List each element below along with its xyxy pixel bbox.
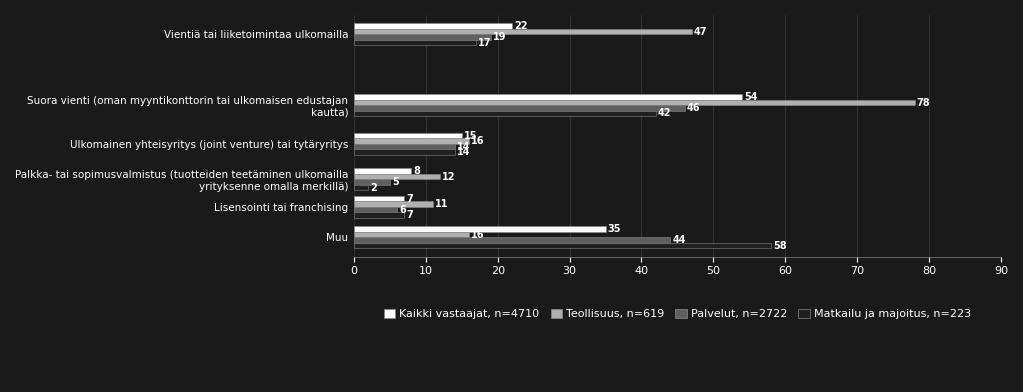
Text: 54: 54	[745, 92, 758, 102]
Bar	[354, 24, 513, 29]
Text: 2: 2	[370, 183, 377, 192]
Bar	[354, 169, 411, 174]
Text: 11: 11	[435, 199, 449, 209]
Text: 8: 8	[413, 166, 420, 176]
Text: 78: 78	[917, 98, 931, 107]
Bar	[354, 133, 461, 138]
Text: 5: 5	[392, 177, 399, 187]
Text: 58: 58	[773, 241, 787, 250]
Text: 22: 22	[515, 21, 528, 31]
Bar	[354, 138, 469, 144]
Bar	[354, 227, 606, 232]
Text: 16: 16	[472, 136, 485, 146]
Bar	[354, 29, 692, 34]
Bar	[354, 40, 476, 45]
Text: 15: 15	[463, 131, 478, 141]
Text: 35: 35	[608, 224, 621, 234]
Text: 44: 44	[672, 235, 685, 245]
Bar	[354, 111, 656, 116]
Bar	[354, 94, 742, 100]
Bar	[354, 207, 397, 212]
Bar	[354, 185, 368, 191]
Text: 47: 47	[694, 27, 708, 36]
Text: 7: 7	[406, 210, 413, 220]
Text: 14: 14	[456, 142, 471, 152]
Text: 14: 14	[456, 147, 471, 157]
Bar	[354, 144, 454, 149]
Bar	[354, 149, 454, 155]
Text: 12: 12	[442, 172, 456, 181]
Bar	[354, 174, 440, 180]
Bar	[354, 232, 469, 238]
Bar	[354, 34, 490, 40]
Bar	[354, 212, 404, 218]
Text: 7: 7	[406, 194, 413, 203]
Bar	[354, 180, 390, 185]
Text: 6: 6	[399, 205, 406, 214]
Text: 17: 17	[479, 38, 492, 47]
Bar	[354, 105, 684, 111]
Text: 16: 16	[472, 230, 485, 240]
Legend: Kaikki vastaajat, n=4710, Teollisuus, n=619, Palvelut, n=2722, Matkailu ja majoi: Kaikki vastaajat, n=4710, Teollisuus, n=…	[380, 305, 976, 324]
Text: 42: 42	[658, 109, 671, 118]
Bar	[354, 243, 771, 249]
Bar	[354, 196, 404, 201]
Bar	[354, 201, 433, 207]
Text: 46: 46	[686, 103, 701, 113]
Text: 19: 19	[493, 32, 506, 42]
Bar	[354, 238, 670, 243]
Bar	[354, 100, 915, 105]
